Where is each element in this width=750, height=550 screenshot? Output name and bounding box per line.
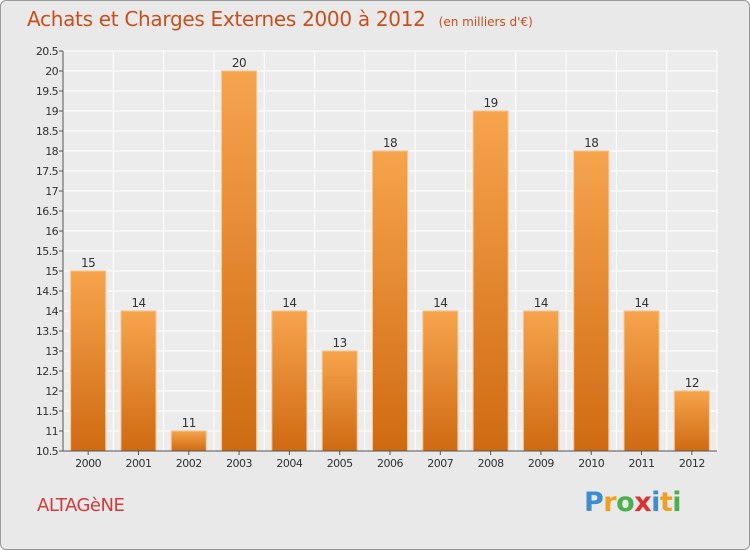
bar-2007	[422, 310, 459, 452]
data-label: 13	[333, 336, 347, 350]
data-label: 14	[634, 296, 648, 310]
y-tick-label: 11	[45, 425, 58, 438]
bar-2002	[170, 430, 207, 452]
data-label: 18	[584, 136, 598, 150]
data-label: 14	[282, 296, 296, 310]
data-label: 14	[534, 296, 548, 310]
x-tick-label: 2000	[75, 457, 101, 470]
bar-2012	[673, 390, 710, 452]
logo-letter: i	[672, 487, 682, 518]
x-tick-label: 2006	[377, 457, 403, 470]
bar-2003	[221, 70, 258, 452]
y-tick-label: 12.5	[36, 365, 59, 378]
x-tick-label: 2010	[578, 457, 604, 470]
x-tick-label: 2003	[226, 457, 252, 470]
logo-letter: x	[634, 487, 652, 518]
y-tick-label: 20.5	[36, 45, 59, 58]
y-tick-label: 11.5	[36, 405, 59, 418]
x-tick-label: 2011	[629, 457, 655, 470]
x-tick-label: 2012	[679, 457, 705, 470]
logo-letter: o	[616, 487, 635, 518]
data-label: 11	[182, 416, 196, 430]
y-tick-label: 16.5	[36, 205, 59, 218]
data-label: 12	[685, 376, 699, 390]
y-tick-label: 19.5	[36, 85, 59, 98]
y-tick-label: 20	[45, 65, 58, 78]
x-tick-label: 2007	[427, 457, 453, 470]
title-row: Achats et Charges Externes 2000 à 2012 (…	[27, 7, 533, 31]
bar-2010	[573, 150, 610, 452]
proxiti-logo: Proxiti	[584, 487, 682, 518]
bar-2005	[321, 350, 358, 452]
x-tick-label: 2001	[125, 457, 151, 470]
data-label: 14	[433, 296, 447, 310]
data-label: 14	[131, 296, 145, 310]
data-label: 19	[483, 96, 497, 110]
logo-letter: i	[651, 487, 660, 518]
y-tick-label: 15	[45, 265, 58, 278]
labels: 10.5 11 11.5 12 12.5 13 13.5 14 14.5 15 15.5 16 16.5…	[36, 45, 705, 470]
bar-2006	[372, 150, 408, 452]
data-label: 18	[383, 136, 397, 150]
y-tick-label: 13.5	[36, 325, 59, 338]
y-tick-label: 19	[45, 105, 58, 118]
logo-letter: r	[603, 487, 617, 518]
data-label: 15	[81, 256, 95, 270]
y-tick-label: 17.5	[36, 165, 59, 178]
y-tick-label: 15.5	[36, 245, 59, 258]
x-tick-label: 2004	[276, 457, 302, 470]
y-tick-label: 18.5	[36, 125, 59, 138]
commune-name: ALTAGèNE	[37, 495, 125, 516]
bar-2004	[271, 310, 308, 452]
bar-2001	[120, 310, 157, 452]
y-tick-label: 16	[45, 225, 58, 238]
y-tick-label: 17	[45, 185, 58, 198]
bar-2009	[522, 310, 559, 452]
data-label: 20	[232, 56, 246, 70]
bar-2008	[472, 110, 509, 452]
x-tick-label: 2002	[176, 457, 202, 470]
bar-2000	[70, 270, 107, 452]
y-tick-label: 12	[45, 385, 58, 398]
x-tick-label: 2005	[327, 457, 353, 470]
y-tick-label: 14.5	[36, 285, 59, 298]
bar-2011	[623, 310, 660, 452]
bars	[70, 70, 710, 452]
logo-letter: t	[659, 487, 673, 518]
y-tick-label: 14	[45, 305, 58, 318]
logo-letter: P	[584, 487, 604, 518]
x-tick-label: 2008	[478, 457, 504, 470]
axes	[59, 50, 717, 455]
chart-title: Achats et Charges Externes 2000 à 2012	[27, 7, 426, 31]
x-tick-label: 2009	[528, 457, 554, 470]
unit-note: (en milliers d'€)	[438, 15, 533, 29]
y-tick-label: 10.5	[36, 445, 59, 458]
y-tick-label: 13	[45, 345, 58, 358]
y-tick-label: 18	[45, 145, 58, 158]
